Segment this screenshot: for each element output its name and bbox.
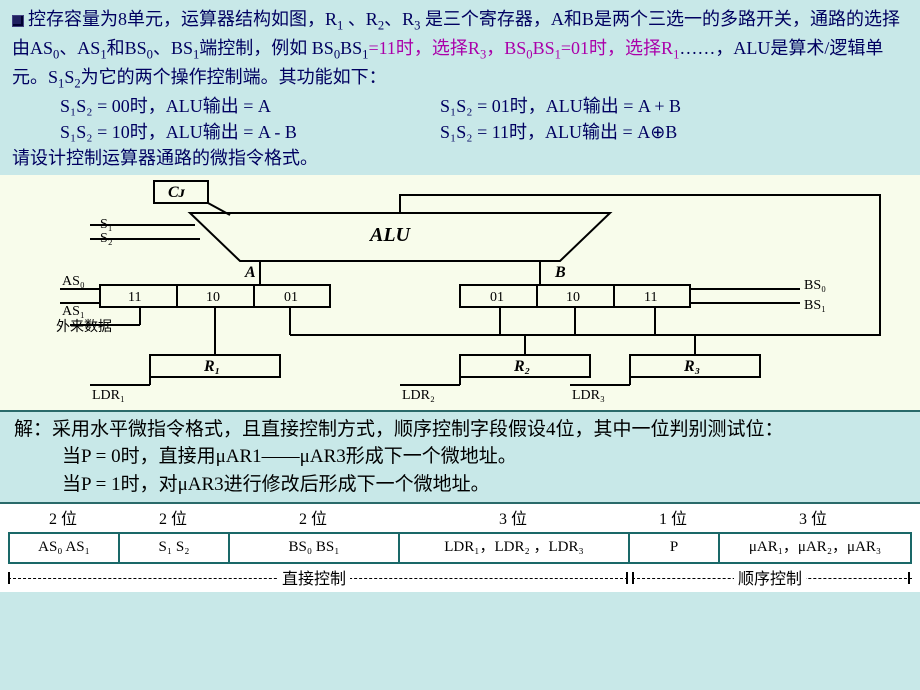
svg-text:R₂: R₂ bbox=[513, 358, 530, 375]
svg-text:LDR₃: LDR₃ bbox=[572, 388, 605, 403]
svg-text:R₁: R₁ bbox=[203, 358, 220, 375]
format-header: 2 位 bbox=[8, 508, 118, 531]
svg-text:外来数据: 外来数据 bbox=[56, 319, 112, 335]
svg-text:A: A bbox=[244, 264, 256, 281]
bullet-icon bbox=[12, 15, 24, 27]
svg-text:R₃: R₃ bbox=[683, 358, 700, 375]
format-cell: P bbox=[630, 534, 720, 562]
format-header: 3 位 bbox=[398, 508, 628, 531]
svg-text:Cᴊ: Cᴊ bbox=[168, 184, 186, 201]
format-cell: BS₀ BS₁ bbox=[230, 534, 400, 562]
problem-statement: 控存容量为8单元，运算器结构如图，R1 、R2、R3 是三个寄存器，A和B是两个… bbox=[0, 0, 920, 175]
format-header: 2 位 bbox=[228, 508, 398, 531]
microinstruction-format: 2 位2 位2 位3 位1 位3 位 AS₀ AS₁S₁ S₂BS₀ BS₁LD… bbox=[0, 502, 920, 591]
format-header: 2 位 bbox=[118, 508, 228, 531]
func-row-1: S₁S₂ = 00时，ALU输出 = AS₁S₂ = 01时，ALU输出 = A… bbox=[12, 93, 908, 119]
svg-text:01: 01 bbox=[284, 290, 298, 305]
svg-text:S₂: S₂ bbox=[100, 231, 113, 246]
solution: 解：采用水平微指令格式，且直接控制方式，顺序控制字段假设4位，其中一位判别测试位… bbox=[0, 410, 920, 503]
hl-text: =11时，选择R bbox=[368, 38, 480, 58]
svg-text:01: 01 bbox=[490, 290, 504, 305]
svg-text:AS₀: AS₀ bbox=[62, 274, 85, 289]
format-cell: S₁ S₂ bbox=[120, 534, 230, 562]
sol-l1: 解：采用水平微指令格式，且直接控制方式，顺序控制字段假设4位，其中一位判别测试位… bbox=[14, 416, 906, 444]
arrow-row: 直接控制 顺序控制 bbox=[8, 566, 912, 592]
svg-text:B: B bbox=[554, 264, 566, 281]
format-cell: μAR₁，μAR₂，μAR₃ bbox=[720, 534, 910, 562]
format-header: 3 位 bbox=[718, 508, 908, 531]
format-header: 1 位 bbox=[628, 508, 718, 531]
svg-text:BS₁: BS₁ bbox=[804, 298, 826, 313]
func-row-2: S₁S₂ = 10时，ALU输出 = A - BS₁S₂ = 11时，ALU输出… bbox=[12, 119, 908, 145]
format-cell: LDR₁，LDR₂ ，LDR₃ bbox=[400, 534, 630, 562]
svg-text:10: 10 bbox=[566, 290, 580, 305]
direct-label: 直接控制 bbox=[278, 568, 350, 591]
format-table: AS₀ AS₁S₁ S₂BS₀ BS₁LDR₁，LDR₂ ，LDR₃PμAR₁，… bbox=[8, 532, 912, 564]
alu-diagram: Cᴊ S₁ S₂ ALU A B AS₀ AS₁ BS₀ BS₁ 外来数据 11… bbox=[0, 175, 920, 410]
sol-l3: 当P = 1时，对μAR3进行修改后形成下一个微地址。 bbox=[14, 471, 906, 499]
p-text: 控存容量为8单元，运算器结构如图，R bbox=[28, 9, 337, 29]
svg-text:11: 11 bbox=[128, 290, 141, 305]
svg-text:LDR₁: LDR₁ bbox=[92, 388, 125, 403]
sol-l2: 当P = 0时，直接用μAR1——μAR3形成下一个微地址。 bbox=[14, 443, 906, 471]
svg-text:ALU: ALU bbox=[368, 224, 412, 246]
seq-label: 顺序控制 bbox=[734, 568, 806, 591]
format-cell: AS₀ AS₁ bbox=[10, 534, 120, 562]
svg-text:BS₀: BS₀ bbox=[804, 278, 826, 293]
svg-text:S₁: S₁ bbox=[100, 217, 113, 232]
svg-text:11: 11 bbox=[644, 290, 657, 305]
svg-text:AS₁: AS₁ bbox=[62, 304, 85, 319]
svg-text:LDR₂: LDR₂ bbox=[402, 388, 435, 403]
question: 请设计控制运算器通路的微指令格式。 bbox=[12, 145, 908, 171]
format-header-row: 2 位2 位2 位3 位1 位3 位 bbox=[8, 508, 912, 531]
svg-text:10: 10 bbox=[206, 290, 220, 305]
